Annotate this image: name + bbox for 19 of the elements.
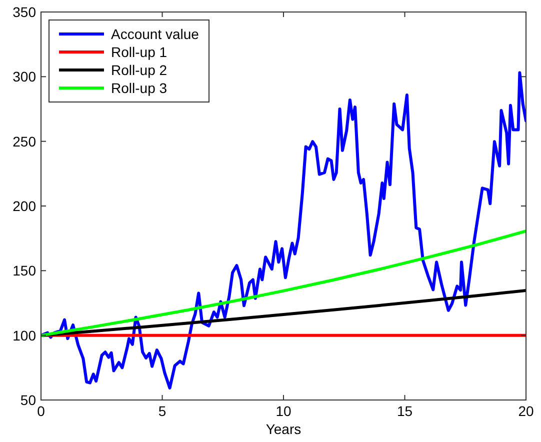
x-axis-title: Years — [266, 421, 302, 437]
legend-label: Roll-up 2 — [111, 62, 168, 78]
line-series — [41, 230, 526, 337]
y-tick-label: 250 — [12, 133, 36, 150]
y-tick-label: 200 — [12, 198, 36, 214]
x-tick-label: 20 — [518, 403, 534, 419]
legend-label: Account value — [111, 26, 200, 42]
y-tick-label: 300 — [12, 68, 36, 85]
x-tick-label: 10 — [276, 403, 292, 419]
y-tick-label: 150 — [12, 262, 36, 279]
legend-label: Roll-up 3 — [111, 80, 168, 96]
x-tick-label: 15 — [396, 403, 413, 419]
x-tick-label: 0 — [37, 403, 46, 419]
y-tick-label: 100 — [12, 327, 36, 344]
y-tick-label: 50 — [20, 392, 36, 408]
y-tick-label: 350 — [12, 4, 36, 20]
line-series — [41, 288, 526, 337]
x-tick-label: 5 — [158, 403, 166, 419]
legend-label: Roll-up 1 — [111, 44, 168, 60]
